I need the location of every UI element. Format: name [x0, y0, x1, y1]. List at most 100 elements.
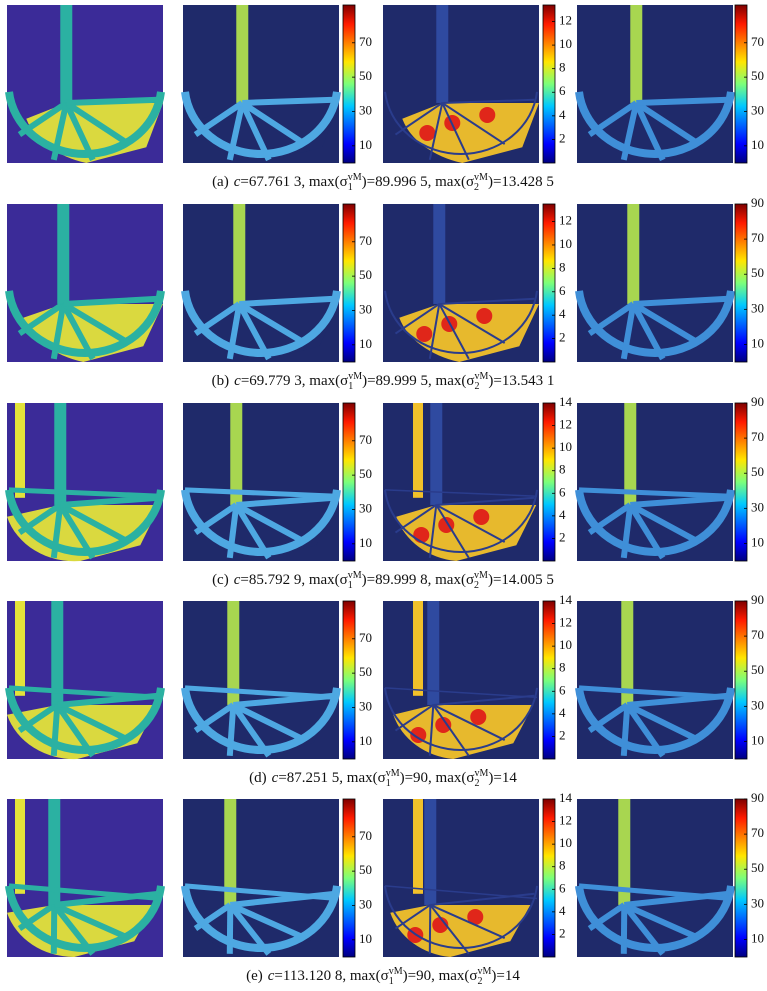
colorbar-tick-label: 50: [751, 68, 764, 83]
caption-part: (c): [212, 572, 229, 588]
spoke: [60, 494, 159, 508]
vertical-member: [627, 204, 640, 304]
spoke: [587, 702, 629, 734]
caption-part: 2: [474, 778, 479, 789]
colorbar-tick-label: 6: [559, 283, 566, 298]
field-plot: [181, 5, 341, 163]
caption-part: c: [234, 174, 241, 190]
colorbar-tick-label: 70: [751, 627, 764, 642]
cross-member: [184, 685, 338, 700]
colorbar-tick-label: 2: [559, 130, 566, 145]
spoke: [17, 100, 68, 138]
side-member: [15, 403, 25, 498]
caption: (a) c=67.761 3, max(σ1vM)=89.996 5, max(σ…: [212, 172, 554, 193]
spoke: [429, 904, 506, 939]
caption-part: )=14.005 5: [488, 572, 554, 588]
side-member: [191, 601, 201, 696]
cross-member: [578, 487, 732, 499]
spoke: [193, 702, 235, 734]
colorbar-tick-label: 50: [751, 265, 764, 280]
colorbar-tick-label: 8: [559, 660, 566, 675]
colorbar-tick-label: 4: [559, 107, 566, 122]
colorbar-tick-label: 10: [751, 137, 764, 152]
colorbar: [542, 4, 556, 164]
colorbar-tick-label: 8: [559, 259, 566, 274]
spoke: [229, 902, 306, 941]
material-region: [399, 303, 539, 362]
colorbar-tick-label: 30: [359, 301, 372, 316]
spoke: [64, 100, 131, 147]
spoke: [193, 902, 232, 932]
material-region: [393, 704, 534, 759]
vertical-member: [424, 799, 437, 905]
colorbar-tick-label: 50: [751, 464, 764, 479]
vertical-member: [621, 601, 634, 705]
cross-member: [578, 883, 732, 902]
colorbar-tick-label: 2: [559, 727, 566, 742]
colorbar-tick-label: 4: [559, 507, 566, 522]
colorbar-tick-label: 30: [751, 300, 764, 315]
spoke: [233, 503, 272, 560]
vertical-member: [227, 601, 240, 705]
spoke: [633, 295, 729, 307]
spoke: [623, 902, 700, 941]
spoke: [50, 102, 70, 161]
colorbar-tick-label: 6: [559, 880, 566, 895]
spoke: [54, 703, 96, 758]
vertical-member: [224, 799, 237, 905]
stress-spot: [432, 916, 449, 933]
cross-member: [8, 487, 162, 499]
cross-member: [384, 687, 538, 699]
spoke: [234, 502, 307, 545]
caption-part: =69.779 3, max(σ: [241, 373, 348, 389]
spoke: [236, 494, 335, 508]
spoke: [50, 704, 61, 757]
spoke: [231, 702, 307, 743]
colorbar-tick-label: 14: [559, 592, 573, 607]
caption-part: )=89.999 5, max(σ: [362, 373, 474, 389]
spoke: [432, 704, 506, 741]
colorbar: [342, 600, 356, 760]
spoke: [193, 502, 238, 536]
cross-member: [384, 489, 538, 497]
spoke: [230, 703, 272, 758]
colorbar: [542, 600, 556, 760]
spoke: [442, 98, 535, 104]
colorbar: [542, 203, 556, 363]
colorbar-tick-label: 8: [559, 858, 566, 873]
colorbar: [342, 402, 356, 562]
outer-ring: [5, 290, 165, 357]
stress-spot: [419, 124, 436, 141]
cross-member: [8, 685, 162, 700]
colorbar-tick-label: 4: [559, 306, 566, 321]
spoke: [441, 102, 470, 161]
stress-spot: [479, 106, 496, 123]
caption-part: =85.792 9, max(σ: [240, 572, 347, 588]
cross-member: [184, 487, 338, 499]
caption-part: vM: [474, 570, 488, 581]
field-plot: [5, 799, 165, 958]
side-member: [191, 799, 201, 894]
spoke: [226, 102, 246, 161]
caption-part: (a): [212, 174, 229, 190]
stress-spot: [470, 708, 487, 725]
field-plot: [575, 5, 735, 163]
outer-ring: [384, 290, 538, 354]
caption-part: 1: [348, 580, 353, 591]
colorbar-tick-label: 70: [359, 233, 372, 248]
colorbar-tick-label: 10: [559, 835, 572, 850]
colorbar-tick-label: 12: [559, 813, 572, 828]
field-plot: [383, 799, 539, 957]
colorbar-tick-label: 70: [751, 34, 764, 49]
colorbar-tick-label: 50: [359, 664, 372, 679]
spoke: [428, 303, 441, 360]
colorbar-tick-label: 50: [359, 466, 372, 481]
colorbar-tick-label: 8: [559, 60, 566, 75]
caption: (e) c=113.120 8, max(σ1vM)=90, max(σ2vM)=…: [246, 966, 520, 987]
caption-part: 1: [348, 381, 353, 392]
spoke: [193, 301, 241, 337]
spoke: [58, 502, 131, 545]
spoke: [394, 504, 437, 534]
spoke: [63, 101, 96, 162]
colorbar-tick-label: 50: [751, 860, 764, 875]
